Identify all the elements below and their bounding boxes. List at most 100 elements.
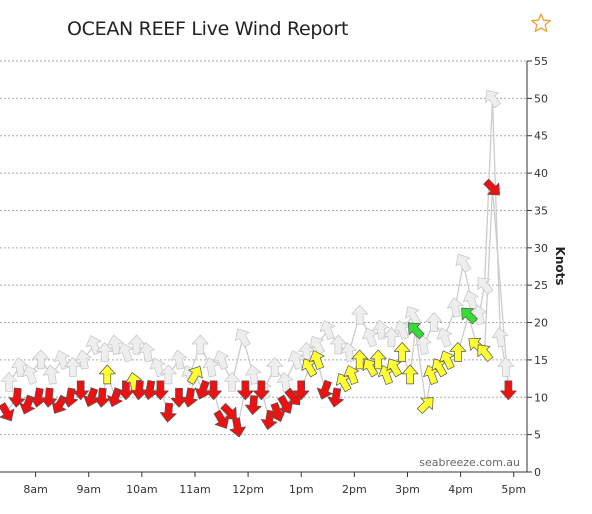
gust-arrow-marker: [405, 306, 421, 325]
wind-arrow-marker: [327, 387, 344, 408]
x-tick-label: 8am: [23, 483, 47, 496]
wind-arrow-marker: [237, 380, 254, 401]
wind-arrow-marker: [477, 344, 494, 362]
gust-arrow-marker: [32, 349, 50, 370]
credit-label: seabreeze.com.au: [419, 456, 520, 469]
x-tick-label: 12pm: [232, 483, 264, 496]
x-tick-label: 9am: [76, 483, 100, 496]
wind-arrow-marker: [152, 380, 169, 401]
gust-arrow-marker: [266, 357, 284, 377]
wind-arrow-marker: [61, 387, 79, 408]
wind-arrow-marker: [401, 364, 419, 385]
wind-arrow-marker: [407, 322, 425, 340]
gust-arrow-marker: [383, 327, 400, 347]
gust-arrow-marker: [213, 350, 230, 370]
gust-arrow-marker: [235, 328, 251, 348]
y-tick-label: 30: [534, 242, 548, 255]
wind-arrow-marker: [93, 387, 111, 408]
wind-arrow-marker: [0, 402, 15, 422]
wind-arrow-marker: [229, 417, 246, 438]
wind-arrow-marker: [19, 394, 36, 415]
gust-arrow-marker: [351, 304, 369, 325]
wind-arrow-marker: [220, 403, 237, 420]
gust-arrow-marker: [43, 364, 60, 385]
wind-arrow-marker: [449, 342, 467, 362]
gust-arrow-marker: [74, 349, 92, 370]
gust-arrow-marker: [96, 342, 114, 362]
y-tick-label: 5: [534, 429, 541, 442]
gust-arrow-marker: [470, 304, 488, 325]
wind-arrow-marker: [98, 364, 116, 385]
gust-arrow-marker: [362, 327, 378, 348]
wind-arrow-marker: [159, 402, 177, 423]
gust-arrow-marker: [491, 327, 509, 348]
y-tick-label: 10: [534, 391, 548, 404]
gust-arrow-marker: [117, 342, 134, 363]
gust-arrow-marker: [414, 334, 432, 355]
gust-arrow-marker: [22, 365, 38, 385]
wind-arrow-marker: [500, 380, 517, 401]
y-tick-label: 45: [534, 130, 548, 143]
wind-arrow-marker: [244, 395, 262, 416]
gust-arrow-marker: [446, 297, 464, 318]
x-tick-label: 1pm: [289, 483, 314, 496]
gust-arrow-marker: [309, 335, 326, 355]
x-tick-label: 2pm: [342, 483, 367, 496]
x-tick-label: 5pm: [501, 483, 526, 496]
wind-arrow-marker: [253, 380, 270, 401]
gust-arrow-marker: [138, 342, 156, 363]
wind-arrow-marker: [117, 380, 135, 401]
wind-arrow-marker: [393, 342, 411, 362]
gust-arrow-marker: [223, 371, 241, 392]
gust-arrow-marker: [170, 349, 188, 370]
y-tick-label: 35: [534, 204, 548, 217]
gust-arrow-marker: [160, 364, 177, 385]
gust-arrow-marker: [485, 89, 501, 109]
wind-arrow-marker: [292, 380, 310, 401]
wind-arrow-marker: [343, 365, 360, 385]
y-tick-label: 0: [534, 466, 541, 479]
x-tick-label: 4pm: [448, 483, 473, 496]
wind-arrow-marker: [187, 365, 203, 385]
gust-arrow-marker: [64, 357, 82, 377]
star-icon[interactable]: [530, 12, 552, 34]
wind-arrow-marker: [269, 402, 286, 422]
wind-arrow-marker: [51, 394, 68, 414]
gust-arrow-marker: [436, 327, 453, 348]
wind-arrow-marker: [362, 358, 379, 378]
y-tick-label: 25: [534, 279, 548, 292]
wind-arrow-marker: [386, 358, 403, 378]
gust-arrow-marker: [287, 350, 304, 370]
gust-arrow-marker: [191, 334, 209, 355]
x-tick-label: 3pm: [395, 483, 420, 496]
wind-arrow-marker: [416, 397, 434, 414]
y-tick-label: 50: [534, 92, 548, 105]
gust-arrow-marker: [393, 320, 410, 341]
gust-arrow-marker: [455, 253, 472, 273]
gust-arrow-marker: [477, 277, 494, 295]
average-line: [5, 187, 510, 430]
wind-arrow-marker: [308, 350, 325, 370]
y-tick-label: 20: [534, 317, 548, 330]
wind-arrow-marker: [316, 379, 333, 400]
x-tick-label: 11am: [179, 483, 210, 496]
wind-arrow-marker: [181, 387, 198, 408]
y-axis-label: Knots: [553, 247, 567, 286]
chart-title: OCEAN REEF Live Wind Report: [67, 18, 349, 40]
gust-arrow-marker: [425, 312, 443, 332]
wind-arrow-marker: [461, 307, 478, 325]
gust-arrow-marker: [319, 320, 336, 341]
y-tick-label: 55: [534, 55, 548, 68]
wind-arrow-marker: [8, 387, 26, 408]
wind-arrow-marker: [72, 380, 90, 401]
y-tick-label: 40: [534, 167, 548, 180]
wind-arrow-marker: [205, 380, 222, 401]
wind-arrow-marker: [83, 387, 99, 408]
y-tick-label: 15: [534, 354, 548, 367]
x-tick-label: 10am: [126, 483, 157, 496]
wind-arrow-marker: [369, 349, 387, 370]
wind-arrow-marker: [439, 350, 455, 370]
gust-arrow-marker: [0, 371, 18, 392]
gust-line: [8, 98, 507, 392]
